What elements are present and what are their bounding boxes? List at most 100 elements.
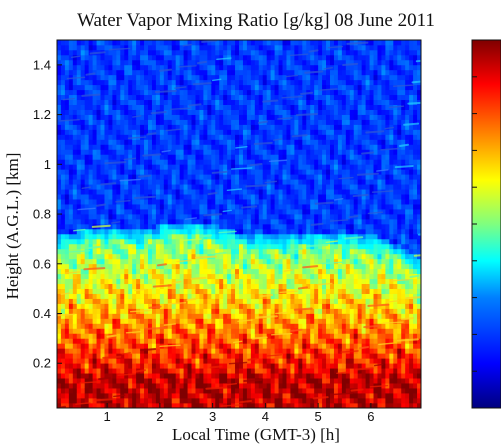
heatmap-cell <box>57 313 62 319</box>
heatmap-cell <box>250 89 256 96</box>
heatmap-cell <box>167 403 173 408</box>
heatmap-cell <box>258 199 264 205</box>
heatmap-cell <box>219 79 224 86</box>
heatmap-cell <box>239 228 244 235</box>
heatmap-cell <box>148 164 153 170</box>
heatmap-cell <box>199 99 204 105</box>
heatmap-cell <box>183 214 188 220</box>
heatmap-cell <box>151 353 157 359</box>
heatmap-cell <box>310 338 315 344</box>
heatmap-cell <box>72 278 78 285</box>
heatmap-cell <box>310 363 315 369</box>
heatmap-cell <box>195 398 200 404</box>
heatmap-cell <box>199 373 204 379</box>
heatmap-cell <box>318 139 323 145</box>
heatmap-cell <box>258 268 264 275</box>
heatmap-cell <box>203 348 208 354</box>
heatmap-cell <box>96 184 101 190</box>
heatmap-cell <box>211 258 216 265</box>
heatmap-cell <box>266 40 272 46</box>
heatmap-cell <box>191 383 196 389</box>
heatmap-cell <box>219 328 224 334</box>
heatmap-cell <box>235 214 240 220</box>
heatmap-cell <box>175 174 181 180</box>
heatmap-cell <box>235 328 240 334</box>
heatmap-cell <box>76 209 82 215</box>
heatmap-cell <box>128 388 133 394</box>
heatmap-cell <box>155 169 161 175</box>
heatmap-cell <box>294 84 299 91</box>
heatmap-cell <box>286 293 291 299</box>
heatmap-cell <box>155 228 161 235</box>
heatmap-cell <box>136 258 141 265</box>
heatmap-cell <box>302 393 307 399</box>
heatmap-cell <box>227 99 232 105</box>
heatmap-cell <box>246 293 252 299</box>
heatmap-cell <box>314 353 319 359</box>
heatmap-cell <box>120 79 125 86</box>
heatmap-cell <box>155 159 161 165</box>
heatmap-cell <box>310 293 315 299</box>
heatmap-cell <box>68 398 74 404</box>
heatmap-cell <box>254 273 260 280</box>
heatmap-cell <box>227 204 232 210</box>
heatmap-cell <box>84 393 90 399</box>
heatmap-cell <box>84 288 90 294</box>
heatmap-cell <box>290 164 295 170</box>
heatmap-cell <box>290 253 295 260</box>
heatmap-cell <box>318 243 323 250</box>
heatmap-cell <box>187 303 192 309</box>
heatmap-cell <box>250 74 256 81</box>
heatmap-cell <box>64 94 70 101</box>
heatmap-cell <box>207 134 212 140</box>
heatmap-cell <box>294 74 299 81</box>
heatmap-cell <box>266 253 272 260</box>
heatmap-cell <box>72 328 78 334</box>
heatmap-cell <box>203 313 208 319</box>
heatmap-layer <box>57 40 421 408</box>
heatmap-cell <box>183 74 188 81</box>
heatmap-cell <box>60 189 66 195</box>
heatmap-cell <box>318 228 323 235</box>
heatmap-cell <box>219 84 224 91</box>
heatmap-cell <box>151 169 157 175</box>
heatmap-cell <box>282 313 287 319</box>
heatmap-cell <box>262 243 268 250</box>
heatmap-cell <box>294 109 299 115</box>
heatmap-cell <box>124 79 129 86</box>
heatmap-cell <box>290 378 295 384</box>
heatmap-cell <box>68 169 74 175</box>
heatmap-cell <box>246 348 252 354</box>
heatmap-cell <box>282 139 287 145</box>
heatmap-cell <box>116 383 121 389</box>
heatmap-cell <box>227 373 232 379</box>
heatmap-cell <box>203 293 208 299</box>
heatmap-cell <box>80 169 86 175</box>
heatmap-cell <box>203 283 208 289</box>
heatmap-cell <box>231 144 236 150</box>
heatmap-cell <box>286 368 291 374</box>
heatmap-cell <box>183 49 188 56</box>
heatmap-cell <box>266 224 272 230</box>
heatmap-cell <box>195 253 200 260</box>
heatmap-cell <box>322 343 327 349</box>
heatmap-cell <box>167 189 173 195</box>
heatmap-cell <box>57 114 62 120</box>
heatmap-cell <box>207 74 212 81</box>
heatmap-cell <box>88 139 93 145</box>
heatmap-cell <box>294 343 299 349</box>
heatmap-cell <box>278 149 283 155</box>
heatmap-cell <box>76 199 82 205</box>
heatmap-cell <box>274 268 279 275</box>
heatmap-cell <box>104 139 109 145</box>
heatmap-cell <box>250 154 256 160</box>
heatmap-cell <box>203 94 208 101</box>
heatmap-cell <box>314 74 319 81</box>
heatmap-cell <box>286 328 291 334</box>
heatmap-cell <box>278 363 283 369</box>
heatmap-cell <box>88 303 93 309</box>
heatmap-cell <box>278 119 283 125</box>
heatmap-cell <box>211 204 216 210</box>
heatmap-cell <box>128 303 133 309</box>
heatmap-cell <box>112 174 117 180</box>
